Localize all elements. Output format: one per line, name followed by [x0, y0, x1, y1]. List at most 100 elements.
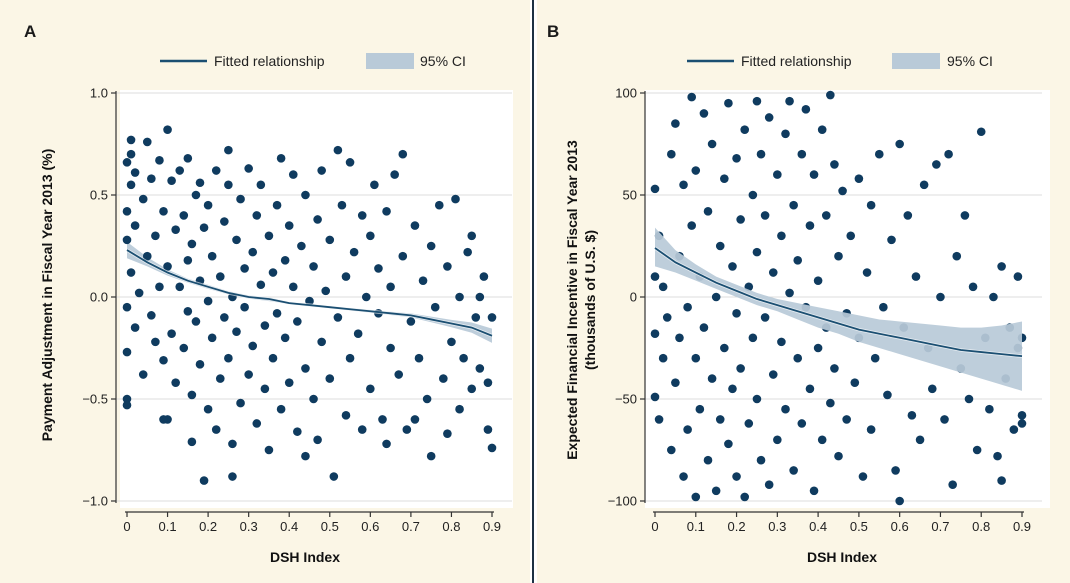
scatter-point	[345, 158, 355, 167]
x-tick-label: 0.4	[280, 519, 298, 534]
plot-area-a	[120, 90, 513, 508]
scatter-point	[879, 302, 888, 312]
scatter-point	[313, 215, 322, 224]
scatter-point	[687, 92, 696, 102]
scatter-point	[874, 149, 884, 159]
scatter-point	[187, 437, 197, 447]
scatter-point	[801, 105, 811, 114]
scatter-point	[471, 313, 481, 322]
scatter-point	[341, 272, 351, 281]
scatter-point	[211, 425, 221, 434]
scatter-point	[658, 282, 668, 292]
scatter-point	[866, 425, 876, 434]
scatter-point	[248, 247, 258, 257]
scatter-point	[789, 200, 798, 210]
x-tick-label: 0.8	[972, 519, 990, 534]
scatter-point	[813, 343, 823, 353]
scatter-point	[773, 170, 782, 179]
scatter-point	[147, 174, 156, 183]
scatter-point	[736, 215, 745, 224]
scatter-point	[683, 425, 692, 434]
y-tick-label: 0.0	[90, 290, 108, 305]
scatter-point	[671, 378, 680, 387]
scatter-point	[293, 427, 302, 436]
scatter-point	[748, 333, 758, 343]
scatter-point	[130, 168, 140, 177]
scatter-point	[260, 321, 270, 330]
scatter-point	[122, 347, 132, 357]
scatter-point	[414, 353, 424, 363]
scatter-point	[329, 472, 339, 481]
scatter-point	[126, 135, 136, 145]
scatter-point	[650, 329, 660, 339]
scatter-point	[374, 264, 383, 273]
scatter-point	[805, 221, 815, 230]
x-tick-label: 0.9	[483, 519, 501, 534]
scatter-point	[272, 200, 282, 210]
scatter-point	[434, 200, 444, 210]
scatter-point	[122, 302, 132, 312]
panel-divider	[530, 0, 537, 583]
scatter-point	[936, 292, 945, 302]
scatter-point	[683, 302, 692, 312]
scatter-point	[699, 109, 709, 118]
scatter-point	[159, 207, 168, 216]
scatter-point	[744, 419, 754, 428]
scatter-point	[487, 443, 497, 453]
scatter-point	[215, 272, 225, 281]
scatter-point	[179, 211, 189, 220]
plot-area-b	[645, 90, 1050, 508]
fitted-line-path	[126, 249, 493, 337]
scatter-point	[752, 247, 762, 257]
scatter-point	[451, 194, 460, 204]
x-tick-label: 0.3	[768, 519, 786, 534]
scatter-point	[475, 292, 485, 302]
y-tick-label: −1.0	[82, 494, 108, 509]
scatter-point	[1017, 411, 1027, 420]
scatter-point	[997, 262, 1006, 271]
scatter-point	[459, 353, 468, 363]
scatter-point	[220, 217, 229, 226]
scatter-point	[126, 180, 136, 190]
scatter-point	[915, 435, 925, 445]
x-tick-label: 0.5	[321, 519, 339, 534]
chart-a: 1.0 0.5 0.0 −0.5 −1.0 0 0.1 0.2 0.3 0.4 0.5 0.6 0.7 0…	[39, 53, 513, 565]
scatter-point	[313, 435, 322, 445]
scatter-point	[443, 262, 452, 271]
scatter-point	[911, 272, 921, 281]
scatter-point	[752, 394, 762, 404]
scatter-point	[378, 415, 387, 424]
scatter-point	[1013, 272, 1023, 281]
scatter-point	[357, 211, 367, 220]
x-tick-label: 0.2	[199, 519, 217, 534]
scatter-point	[439, 374, 448, 383]
scatter-point	[171, 225, 180, 234]
ci-band-path	[655, 227, 1022, 391]
scatter-point	[138, 194, 148, 204]
scatter-point	[171, 378, 180, 387]
scatter-point	[817, 435, 827, 445]
scatter-point	[932, 160, 941, 169]
scatter-point	[479, 272, 489, 281]
scatter-point	[402, 425, 412, 434]
scatter-point	[224, 353, 233, 363]
scatter-point	[972, 445, 982, 455]
scatter-point	[337, 200, 347, 210]
scatter-point	[842, 415, 851, 424]
scatter-point	[122, 158, 132, 167]
scatter-point	[341, 411, 351, 420]
scatter-point	[228, 472, 237, 481]
scatter-point	[426, 451, 436, 461]
scatter-point	[675, 333, 684, 343]
scatter-point	[732, 309, 741, 318]
grid-b	[645, 92, 1042, 502]
scatter-point	[809, 486, 819, 496]
scatter-point	[907, 411, 917, 420]
scatter-point	[333, 145, 343, 155]
legend-line-label-a: Fitted relationship	[214, 53, 325, 69]
scatter-points-a	[122, 125, 497, 485]
scatter-point	[887, 235, 896, 245]
scatter-point	[658, 353, 668, 363]
scatter-point	[175, 282, 185, 292]
x-tick-label: 0.2	[728, 519, 746, 534]
